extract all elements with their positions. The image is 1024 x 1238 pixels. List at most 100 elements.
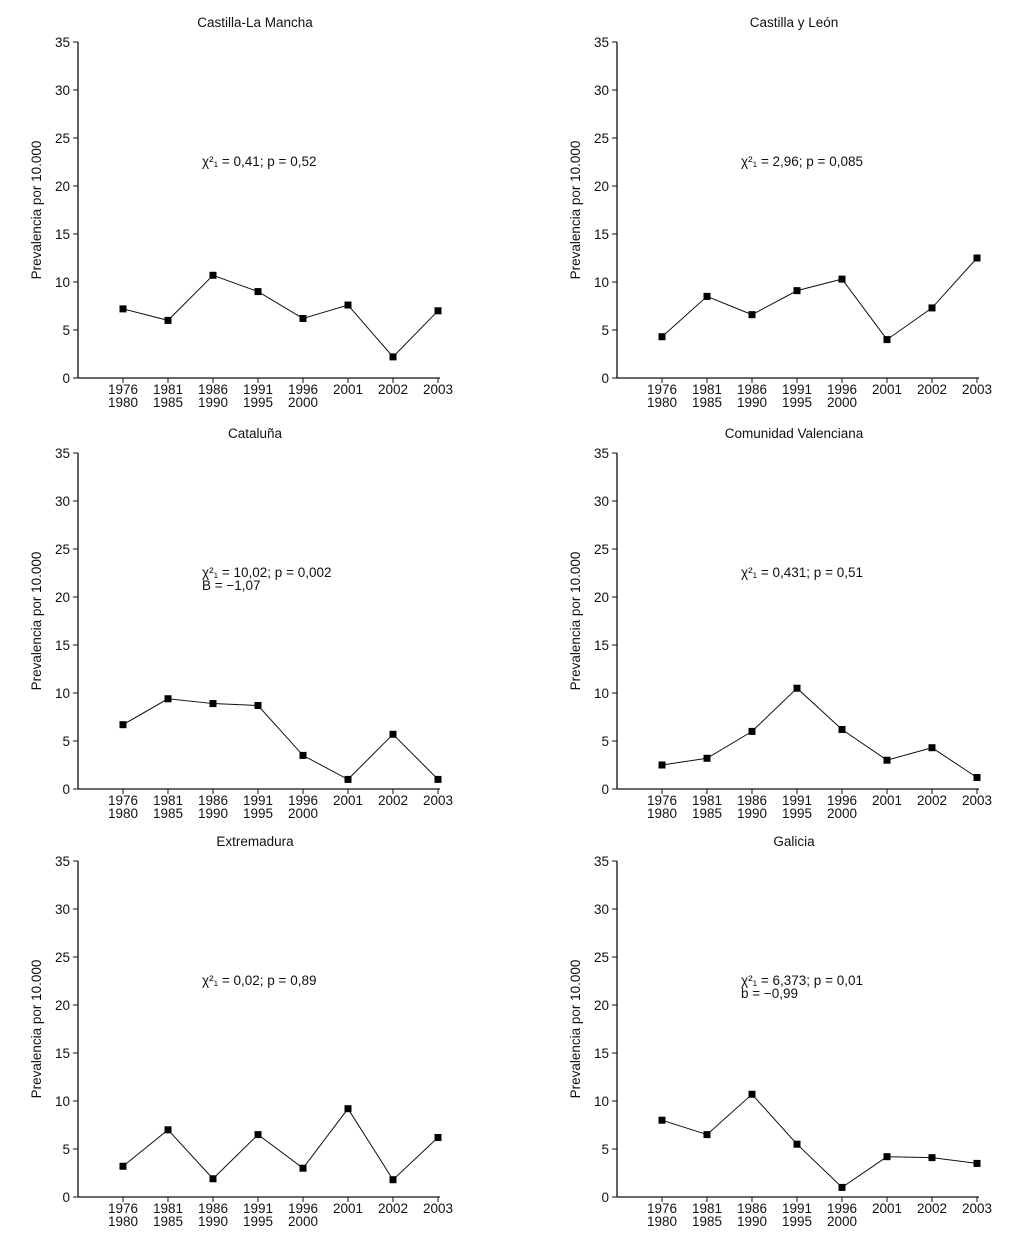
data-point [973, 773, 981, 781]
x-tick-label: 1976 [647, 1201, 677, 1216]
y-tick-label: 15 [594, 638, 609, 653]
x-tick-label: 1985 [153, 806, 183, 821]
y-tick-label: 25 [594, 542, 609, 557]
x-tick-label: 2002 [917, 382, 947, 397]
y-tick-label: 35 [55, 446, 70, 461]
data-point [164, 316, 172, 324]
y-tick-label: 25 [55, 542, 70, 557]
data-point [793, 1140, 801, 1148]
x-tick-label: 1981 [153, 793, 183, 808]
data-point [748, 1090, 756, 1098]
y-tick-label: 20 [55, 179, 70, 194]
x-tick-label: 2001 [333, 793, 363, 808]
x-tick-label: 2000 [827, 395, 857, 410]
y-tick-label: 5 [601, 323, 609, 338]
y-tick-label: 5 [62, 1142, 70, 1157]
chart-title: Comunidad Valenciana [725, 426, 864, 441]
data-point [434, 1133, 442, 1141]
data-point [254, 288, 262, 296]
stat-annotation: χ²₁ = 0,41; p = 0,52 [202, 154, 316, 169]
y-tick-label: 25 [594, 950, 609, 965]
x-tick-label: 2002 [378, 793, 408, 808]
data-point [164, 1126, 172, 1134]
x-tick-label: 1990 [198, 1214, 228, 1229]
x-tick-label: 1976 [108, 1201, 138, 1216]
x-tick-label: 2001 [872, 1201, 902, 1216]
x-tick-label: 1996 [288, 793, 318, 808]
data-point [299, 1164, 307, 1172]
x-tick-label: 2002 [378, 1201, 408, 1216]
x-tick-label: 1995 [243, 1214, 273, 1229]
x-tick-label: 2002 [917, 793, 947, 808]
series-line [661, 1093, 978, 1189]
data-point [703, 292, 711, 300]
data-point [793, 287, 801, 295]
x-tick-label: 1991 [782, 382, 812, 397]
y-axis-label: Prevalencia por 10.000 [568, 960, 583, 1099]
stat-annotation: B = −1,07 [202, 578, 261, 593]
x-tick-label: 1990 [198, 395, 228, 410]
y-tick-label: 10 [55, 275, 70, 290]
x-tick-label: 1996 [827, 1201, 857, 1216]
data-point [883, 336, 891, 344]
y-tick-label: 20 [55, 998, 70, 1013]
x-tick-label: 1991 [243, 1201, 273, 1216]
data-point [838, 1183, 846, 1191]
y-tick-label: 10 [55, 1094, 70, 1109]
y-tick-label: 5 [601, 1142, 609, 1157]
y-axis-label: Prevalencia por 10.000 [29, 960, 44, 1099]
y-tick-label: 5 [601, 734, 609, 749]
y-tick-label: 15 [594, 1046, 609, 1061]
y-tick-label: 20 [55, 590, 70, 605]
y-tick-label: 5 [62, 734, 70, 749]
x-tick-label: 1981 [692, 793, 722, 808]
data-point [119, 305, 127, 313]
x-tick-label: 1991 [243, 793, 273, 808]
x-tick-label: 1985 [692, 806, 722, 821]
data-point [344, 1105, 352, 1113]
data-point [164, 695, 172, 703]
x-tick-label: 1976 [647, 793, 677, 808]
x-tick-label: 1995 [243, 395, 273, 410]
y-tick-label: 15 [55, 1046, 70, 1061]
data-point [748, 311, 756, 319]
x-tick-label: 1980 [647, 1214, 677, 1229]
y-tick-label: 10 [594, 275, 609, 290]
x-tick-label: 1981 [692, 1201, 722, 1216]
stat-annotation: χ²₁ = 0,431; p = 0,51 [741, 565, 863, 580]
data-point [299, 751, 307, 759]
x-tick-label: 1976 [108, 793, 138, 808]
data-point [838, 275, 846, 283]
y-tick-label: 30 [55, 83, 70, 98]
x-tick-label: 1991 [243, 382, 273, 397]
series-line [122, 1107, 439, 1181]
x-tick-label: 1990 [737, 395, 767, 410]
x-tick-label: 1995 [782, 806, 812, 821]
stat-annotation: χ²₁ = 0,02; p = 0,89 [202, 973, 316, 988]
y-tick-label: 25 [55, 131, 70, 146]
x-tick-label: 1980 [108, 1214, 138, 1229]
data-point [973, 254, 981, 262]
y-tick-label: 0 [601, 782, 609, 797]
x-tick-label: 1980 [108, 395, 138, 410]
chart-panel-galicia: Galicia Prevalencia por 10.000 0 5 10 15 20 25 3… [539, 819, 1024, 1229]
data-point [928, 304, 936, 312]
x-tick-label: 1985 [692, 395, 722, 410]
data-point [254, 1131, 262, 1139]
chart-panel-castilla-y-leon: Castilla y León Prevalencia por 10.000 0 5 1… [539, 0, 1024, 410]
x-tick-label: 1986 [198, 382, 228, 397]
x-tick-label: 1991 [782, 1201, 812, 1216]
data-point [119, 1162, 127, 1170]
chart-panel-comunidad-valenciana: Comunidad Valenciana Prevalencia por 10.0… [539, 411, 1024, 821]
data-point [344, 775, 352, 783]
chart-panel-cataluna: Cataluña Prevalencia por 10.000 0 5 10 15 20 25… [0, 411, 512, 821]
x-tick-label: 1986 [198, 793, 228, 808]
data-point [389, 1176, 397, 1184]
x-tick-label: 1985 [692, 1214, 722, 1229]
x-tick-label: 1996 [827, 382, 857, 397]
x-tick-label: 1996 [288, 382, 318, 397]
x-tick-label: 2001 [872, 793, 902, 808]
x-tick-label: 1991 [782, 793, 812, 808]
y-tick-label: 20 [594, 179, 609, 194]
data-point [748, 727, 756, 735]
